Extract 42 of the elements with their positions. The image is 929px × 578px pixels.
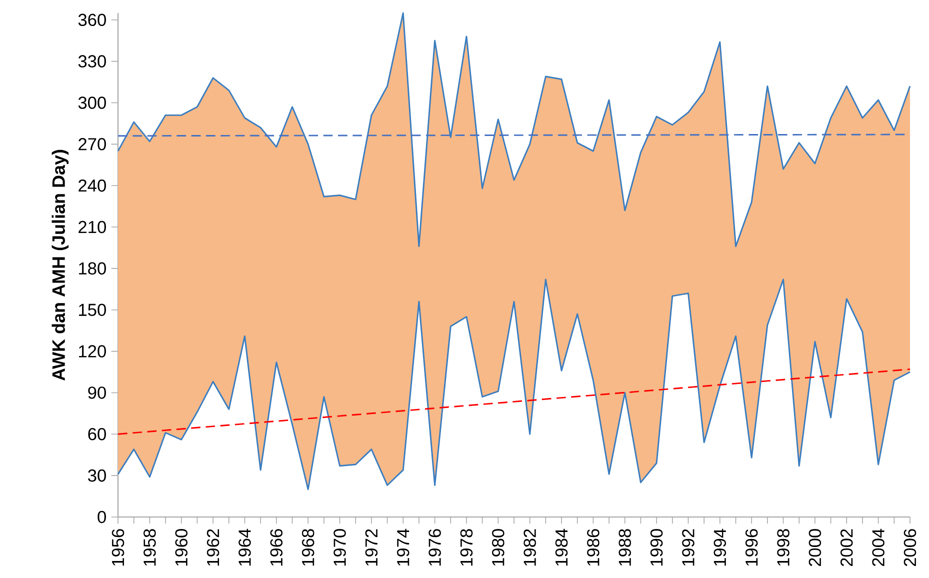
- x-tick-label: 1998: [777, 529, 790, 566]
- x-tick-label: 1986: [587, 529, 600, 566]
- y-tick-label: 360: [78, 14, 106, 26]
- x-tick-label: 1962: [206, 529, 220, 566]
- y-tick-label: 120: [79, 345, 106, 358]
- x-tick-label: 1972: [365, 529, 378, 566]
- x-tick-label: 1964: [238, 528, 251, 566]
- x-tick-label: 2004: [872, 528, 884, 566]
- x-tick-label: 1968: [302, 529, 314, 566]
- x-tick-label: 1992: [682, 529, 694, 566]
- x-tick-label: 1980: [492, 529, 504, 566]
- x-tick-label: 1996: [745, 529, 758, 566]
- x-tick-label: 1958: [144, 529, 156, 566]
- y-tick-label: 180: [79, 262, 106, 275]
- x-tick-label: 2006: [904, 529, 916, 566]
- y-tick-label: 240: [78, 179, 106, 192]
- x-tick-label: 1990: [650, 529, 663, 566]
- x-tick-label: 1984: [555, 528, 568, 566]
- x-tick-label: 1966: [270, 529, 283, 566]
- y-axis-title: AWK dan AMH (Julian Day): [52, 150, 69, 381]
- x-tick-label: 1994: [714, 528, 726, 566]
- y-tick-label: 300: [78, 96, 106, 109]
- x-tick-label: 1982: [524, 529, 536, 566]
- x-tick-label: 1978: [460, 529, 473, 566]
- x-tick-label: 1974: [396, 528, 410, 566]
- x-tick-label: 1976: [428, 529, 441, 566]
- x-tick-label: 1956: [112, 529, 124, 566]
- x-tick-label: 1988: [618, 529, 632, 566]
- x-tick-label: 2002: [840, 529, 853, 566]
- y-tick-label: 0: [98, 510, 106, 524]
- y-tick-label: 60: [88, 428, 106, 440]
- line-series: [117, 278, 911, 490]
- y-tick-label: 210: [78, 220, 106, 234]
- y-tick-label: 150: [79, 304, 106, 316]
- y-tick-label: 30: [88, 469, 106, 482]
- y-tick-label: 90: [88, 386, 106, 399]
- y-tick-label: 330: [78, 55, 106, 68]
- x-tick-label: 1970: [334, 529, 346, 566]
- x-tick-label: 2000: [808, 529, 822, 566]
- line-series: [117, 12, 911, 248]
- x-tick-label: 1960: [175, 529, 188, 566]
- y-tick-label: 270: [78, 138, 106, 150]
